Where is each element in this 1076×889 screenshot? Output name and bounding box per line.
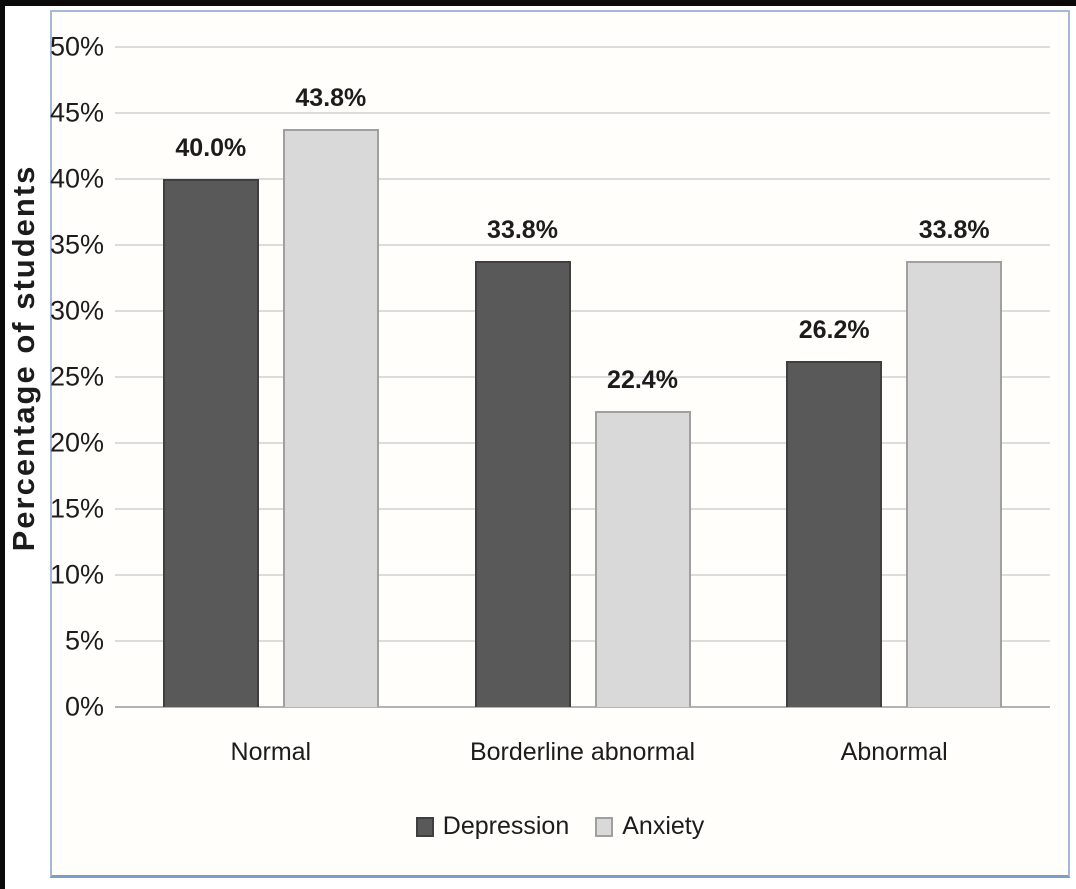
gridline (115, 178, 1050, 180)
gridline (115, 376, 1050, 378)
bar-value-label: 33.8% (918, 215, 990, 244)
x-axis-labels: Normal Borderline abnormal Abnormal (115, 737, 1050, 767)
bars-row: 40.0% 43.8% 33.8% 22.4% 26.2% 33.8% (115, 47, 1050, 707)
bar-depression-abnormal: 26.2% (786, 318, 883, 707)
y-tick-label: 40% (49, 163, 104, 194)
bar-value-label: 26.2% (798, 316, 870, 345)
gridline (115, 112, 1050, 114)
bar-group-abnormal: 26.2% 33.8% (738, 47, 1050, 707)
x-category-label-normal: Normal (230, 738, 312, 766)
gridline (115, 640, 1050, 642)
bar-group-normal: 40.0% 43.8% (115, 47, 427, 707)
legend-swatch-depression (415, 816, 434, 837)
gridline (115, 442, 1050, 444)
chart-frame: 0% 5% 10% 15% 20% 25% 30% 35% 40% 45% 50% 40.0% 43.… (50, 10, 1070, 878)
gridline (115, 310, 1050, 312)
gridline (115, 244, 1050, 246)
y-tick-label: 25% (49, 361, 104, 392)
legend: Depression Anxiety (52, 814, 1068, 839)
legend-swatch-anxiety (595, 816, 614, 837)
bar-value-label: 43.8% (295, 83, 367, 112)
outer-border-left (0, 0, 5, 889)
bar-value-label: 40.0% (175, 134, 247, 162)
bar-value-label: 33.8% (487, 215, 558, 244)
legend-item-anxiety: Anxiety (595, 814, 704, 839)
bar-depression-normal: 40.0% (162, 136, 259, 707)
plot-area: 40.0% 43.8% 33.8% 22.4% 26.2% 33.8% (115, 46, 1050, 708)
outer-border-top (0, 0, 1076, 6)
gridline (115, 46, 1050, 48)
bar-anxiety-borderline-abnormal: 22.4% (594, 368, 691, 707)
bar-group-borderline-abnormal: 33.8% 22.4% (427, 47, 739, 707)
bar-value-label: 22.4% (607, 366, 678, 395)
x-category-label-borderline-abnormal: Borderline abnormal (469, 738, 696, 766)
y-tick-label: 30% (49, 295, 104, 326)
bar-anxiety-normal: 43.8% (282, 85, 379, 707)
x-axis-line (115, 706, 1050, 708)
x-category-label-abnormal: Abnormal (840, 738, 948, 766)
y-axis-title: Percentage of students (6, 164, 41, 552)
y-tick-label: 5% (64, 625, 104, 656)
y-tick-label: 10% (49, 559, 104, 590)
legend-item-depression: Depression (415, 812, 570, 840)
y-tick-label: 20% (49, 427, 104, 458)
bar-anxiety-abnormal: 33.8% (906, 217, 1003, 707)
y-tick-label: 35% (49, 229, 104, 260)
legend-label: Anxiety (622, 812, 705, 840)
y-tick-label: 15% (49, 493, 104, 524)
gridline (115, 508, 1050, 510)
gridline (115, 574, 1050, 576)
y-tick-label: 45% (49, 97, 104, 128)
y-tick-label: 0% (64, 691, 104, 722)
legend-label: Depression (442, 812, 570, 840)
y-tick-label: 50% (49, 31, 104, 62)
y-axis-tick-labels: 0% 5% 10% 15% 20% 25% 30% 35% 40% 45% 50% (50, 33, 104, 720)
bar-depression-borderline-abnormal: 33.8% (474, 217, 571, 707)
